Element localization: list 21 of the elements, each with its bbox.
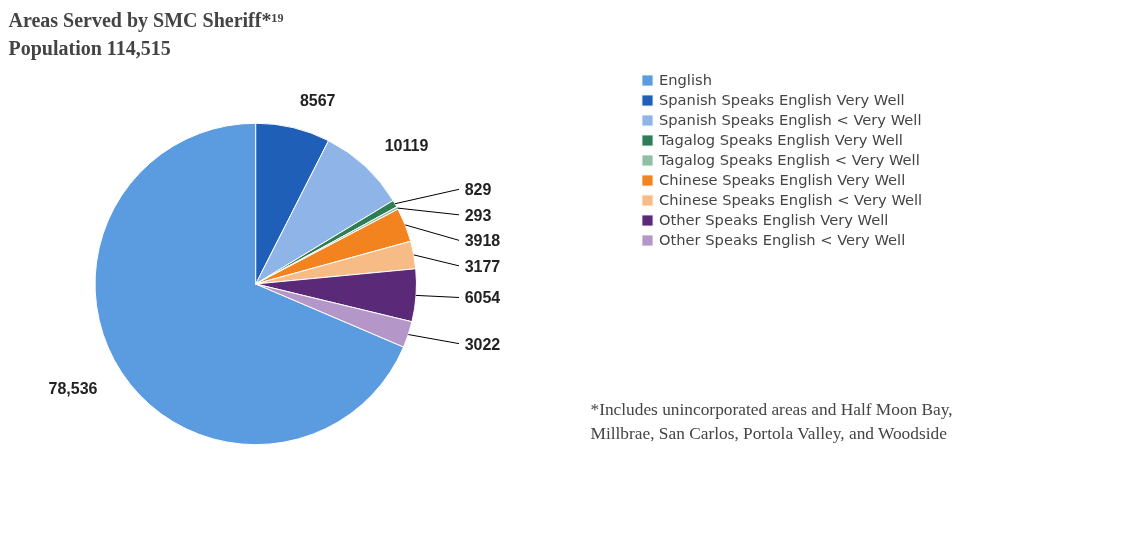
data-label: 3022 [464, 335, 501, 353]
legend-label: Tagalog Speaks English < Very Well [659, 151, 920, 168]
legend-label: Tagalog Speaks English Very Well [659, 131, 903, 148]
data-label: 3177 [464, 257, 501, 275]
text: *Includes unincorporated areas and Half Moon Bay, Millbrae, San Carlos, Portola Valley, and Woodside [590, 399, 953, 443]
data-label: 3918 [464, 232, 501, 250]
chart-subtitle: Population 114,515 [8, 36, 171, 60]
legend-label: Other Speaks English Very Well [659, 211, 889, 228]
legend-label: Chinese Speaks English < Very Well [659, 191, 923, 208]
legend-label: Spanish Speaks English Very Well [659, 91, 905, 108]
legend-label: Chinese Speaks English Very Well [659, 171, 906, 188]
legend-label: English [659, 71, 712, 88]
legend-label: Spanish Speaks English < Very Well [659, 111, 922, 128]
data-label: 829 [464, 181, 492, 199]
chart-title: Areas Served by SMC Sheriff*¹⁹ [8, 8, 284, 32]
data-label: 10119 [384, 136, 429, 154]
legend-label: Other Speaks English < Very Well [659, 231, 906, 248]
data-label: 293 [464, 206, 492, 224]
data-label: 8567 [299, 91, 336, 109]
data-label: 6054 [464, 289, 501, 307]
data-label: 78,536 [48, 380, 98, 398]
